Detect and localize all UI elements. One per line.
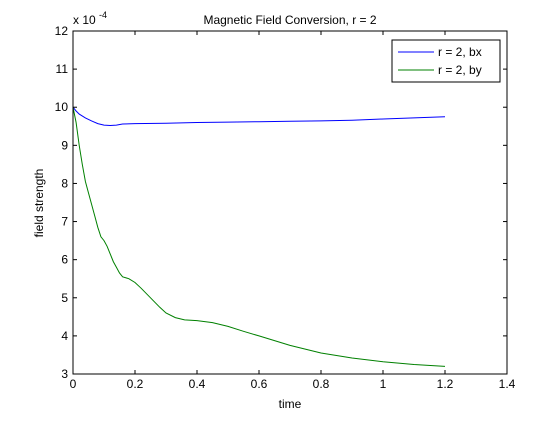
- x-tick-label: 0.4: [189, 377, 206, 391]
- x-tick-label: 1.4: [499, 377, 516, 391]
- legend-box: [391, 39, 501, 83]
- y-tick-label: 5: [61, 291, 68, 305]
- x-tick-label: 0: [70, 377, 77, 391]
- chart-title: Magnetic Field Conversion, r = 2: [203, 13, 376, 27]
- x-axis-label: time: [279, 397, 302, 411]
- x-tick-label: 0.2: [127, 377, 144, 391]
- series-line-by: [72, 107, 446, 367]
- series-line-bx: [72, 106, 446, 127]
- legend-label-by: r = 2, by: [438, 63, 482, 77]
- y-tick-label: 9: [61, 138, 68, 152]
- x-tick-label: 1: [380, 377, 387, 391]
- y-multiplier-base: x 10: [73, 13, 96, 27]
- x-tick-label: 0.6: [251, 377, 268, 391]
- series-layer: [72, 106, 446, 367]
- y-tick-label: 8: [61, 176, 68, 190]
- y-multiplier-label: x 10 -4: [73, 10, 107, 27]
- y-axis-label: field strength: [32, 169, 46, 238]
- y-multiplier-exponent: -4: [99, 10, 107, 20]
- x-tick-label: 1.2: [437, 377, 454, 391]
- y-tick-label: 12: [55, 24, 69, 38]
- y-tick-label: 7: [61, 215, 68, 229]
- y-tick-label: 11: [56, 62, 69, 76]
- y-tick-label: 4: [61, 329, 68, 343]
- y-tick-label: 3: [61, 367, 68, 381]
- legend: r = 2, bx r = 2, by: [391, 39, 501, 83]
- axes-box: [72, 30, 508, 375]
- legend-label-bx: r = 2, bx: [438, 45, 482, 59]
- plot-area: [73, 31, 507, 374]
- y-tick-label: 10: [55, 100, 69, 114]
- y-tick-label: 6: [61, 253, 68, 267]
- x-tick-label: 0.8: [313, 377, 330, 391]
- tick-layer: 0 0.2 0.4 0.6 0.8 1 1.2 1.4 3 4 5 6 7 8 9 10 11 12: [55, 24, 516, 391]
